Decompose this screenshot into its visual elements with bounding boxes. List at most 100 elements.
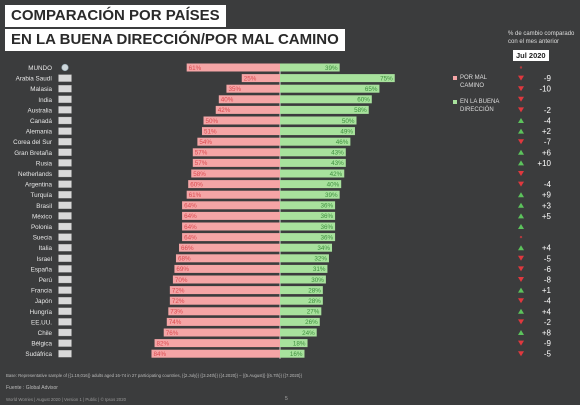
bar-label-mal-camino: 70% [175, 277, 188, 284]
change-value: +9 [542, 191, 552, 200]
flag-chile-icon [58, 328, 72, 337]
flag-italy-icon [58, 244, 72, 252]
bar-label-mal-camino: 82% [157, 340, 170, 347]
no-change-icon [519, 235, 523, 239]
bar-mal-camino [192, 158, 280, 167]
bar-label-buena-direccion: 43% [331, 150, 344, 157]
change-value: -6 [544, 265, 552, 274]
country-label: Australia [28, 107, 53, 114]
bar-mal-camino [168, 307, 280, 316]
bar-label-mal-camino: 73% [170, 309, 183, 316]
bar-label-buena-direccion: 40% [327, 181, 340, 188]
bar-buena-direccion [280, 63, 340, 72]
bar-label-mal-camino: 66% [181, 245, 194, 252]
bar-label-mal-camino: 64% [184, 213, 197, 220]
country-label: MUNDO [28, 65, 52, 72]
bar-mal-camino [182, 222, 280, 231]
bar-buena-direccion [280, 339, 308, 348]
change-value: +2 [542, 127, 552, 136]
bar-mal-camino [169, 296, 280, 305]
arrow-up-icon [518, 160, 524, 166]
bar-label-mal-camino: 57% [195, 160, 208, 167]
country-label: EE.UU. [31, 319, 52, 326]
arrow-down-icon [518, 86, 524, 92]
footer-base-note: Base: Representative sample of {{1.19,01… [6, 373, 303, 378]
country-label: Malasia [30, 86, 52, 93]
bar-buena-direccion [280, 148, 346, 157]
bar-label-buena-direccion: 39% [325, 192, 338, 199]
bar-label-mal-camino: 76% [166, 330, 179, 337]
arrow-up-icon [518, 245, 524, 251]
country-label: Italia [39, 245, 53, 252]
change-value: -2 [544, 318, 552, 327]
change-value: +6 [542, 148, 552, 157]
legend-bad-label: POR MAL CAMINO [460, 75, 487, 89]
bar-label-mal-camino: 51% [204, 128, 217, 135]
change-value: -9 [544, 339, 552, 348]
flag-south-africa-icon [58, 350, 72, 358]
bar-mal-camino [192, 148, 280, 157]
bar-mal-camino [182, 201, 280, 210]
arrow-down-icon [518, 255, 524, 261]
flag-israel-icon [58, 254, 72, 262]
bar-buena-direccion [280, 211, 336, 220]
arrow-down-icon [518, 107, 524, 113]
bar-label-mal-camino: 84% [153, 351, 166, 358]
bar-label-buena-direccion: 36% [320, 203, 333, 210]
bar-buena-direccion [280, 349, 305, 358]
bar-mal-camino [182, 211, 280, 220]
change-value: +3 [542, 201, 552, 210]
flag-mexico-icon [58, 212, 72, 220]
country-label: Perú [39, 277, 53, 284]
bar-mal-camino [203, 116, 280, 125]
flag-poland-icon [58, 222, 72, 231]
change-value: -5 [544, 350, 552, 359]
arrow-down-icon [518, 277, 524, 282]
bar-buena-direccion [280, 137, 351, 146]
bar-mal-camino [186, 190, 280, 199]
change-value: -4 [544, 180, 552, 189]
bar-mal-camino [163, 328, 280, 337]
bar-label-mal-camino: 42% [218, 107, 231, 114]
flag-south-korea-icon [58, 138, 72, 146]
change-value: -4 [544, 117, 552, 126]
bar-buena-direccion [280, 296, 323, 305]
bar-buena-direccion [280, 328, 317, 337]
bar-mal-camino [197, 137, 280, 146]
arrow-up-icon [518, 330, 524, 335]
arrow-down-icon [518, 266, 524, 272]
bar-label-buena-direccion: 28% [308, 287, 321, 294]
bar-label-mal-camino: 60% [190, 181, 203, 188]
bar-buena-direccion [280, 201, 336, 210]
bar-buena-direccion [280, 180, 342, 189]
country-label: Bélgica [31, 341, 52, 348]
change-value: +1 [542, 286, 552, 295]
title-line-1: COMPARACIÓN POR PAÍSES [5, 5, 226, 27]
bar-label-mal-camino: 74% [169, 319, 182, 326]
change-value: +10 [537, 159, 551, 168]
country-label: España [31, 266, 53, 273]
bar-mal-camino [175, 254, 280, 263]
bar-label-buena-direccion: 36% [320, 224, 333, 231]
footer-source: Fuente : Global Advisor [6, 385, 58, 391]
change-value: -5 [544, 254, 552, 263]
country-label: Argentina [25, 182, 52, 189]
bar-mal-camino [174, 264, 280, 273]
arrow-down-icon [518, 351, 524, 357]
bar-buena-direccion [280, 74, 395, 83]
title-line-2: EN LA BUENA DIRECCIÓN/POR MAL CAMINO [5, 29, 345, 51]
country-label: México [32, 213, 52, 220]
arrow-up-icon [518, 213, 524, 219]
flag-germany-icon [58, 127, 72, 135]
country-label: Hungría [30, 309, 53, 316]
bar-label-buena-direccion: 31% [313, 266, 326, 273]
bar-mal-camino [201, 127, 280, 136]
flag-saudi-arabia-icon [58, 74, 72, 82]
arrow-up-icon [518, 202, 524, 208]
bar-label-mal-camino: 58% [193, 171, 206, 178]
flag-turkey-icon [58, 191, 72, 199]
flag-argentina-icon [58, 180, 72, 188]
globe-icon [61, 63, 69, 72]
bar-label-buena-direccion: 39% [325, 65, 338, 72]
